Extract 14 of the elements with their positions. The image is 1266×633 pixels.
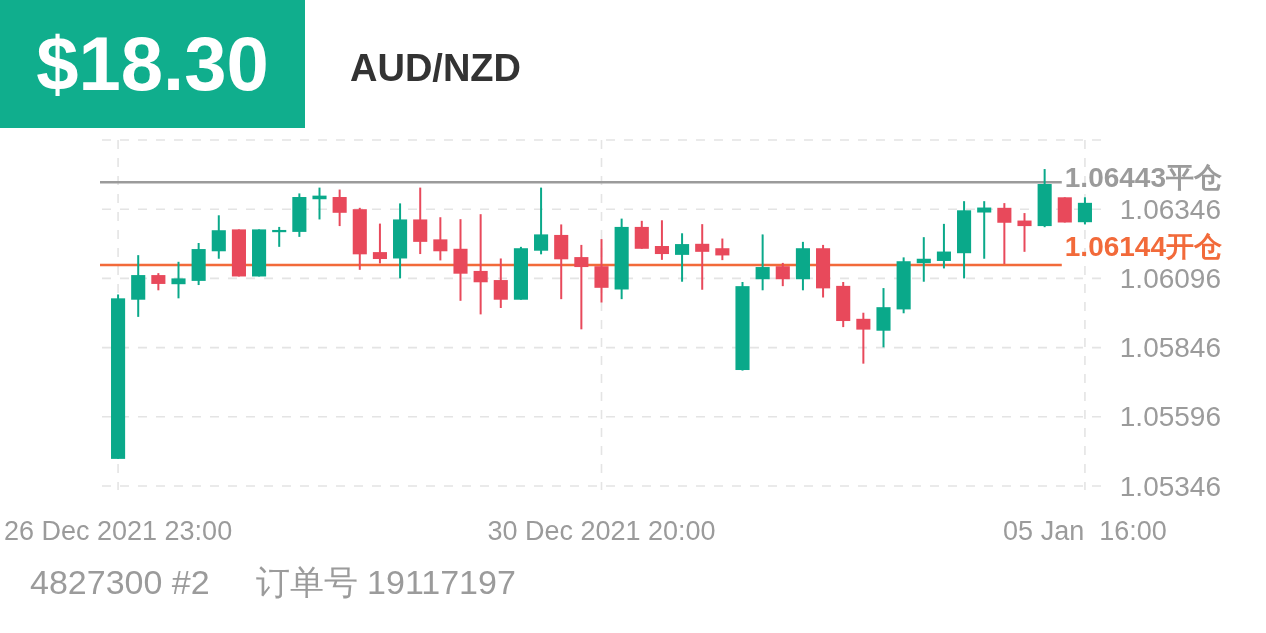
annotation: 订单号 19117197 xyxy=(255,563,516,601)
annotation: 4827300 #2 xyxy=(30,563,210,601)
y-tick-label: 1.05846 xyxy=(1119,332,1221,364)
y-tick-label: 1.06096 xyxy=(1119,262,1221,294)
x-tick-label: 26 Dec 2021 23:00 xyxy=(4,516,233,546)
x-tick-label: 05 Jan 16:00 xyxy=(1003,516,1167,546)
annotation: $18.30 xyxy=(36,26,269,102)
ref-line-label: 1.06443平仓 xyxy=(1064,161,1222,193)
y-tick-label: 1.06346 xyxy=(1119,193,1221,225)
y-tick-label: 1.05596 xyxy=(1119,401,1221,433)
x-tick-label: 30 Dec 2021 20:00 xyxy=(487,516,716,546)
y-tick-label: 1.05346 xyxy=(1119,470,1221,502)
chart-title: AUD/NZD xyxy=(350,47,521,89)
ref-line-label: 1.06144开仓 xyxy=(1064,230,1222,262)
